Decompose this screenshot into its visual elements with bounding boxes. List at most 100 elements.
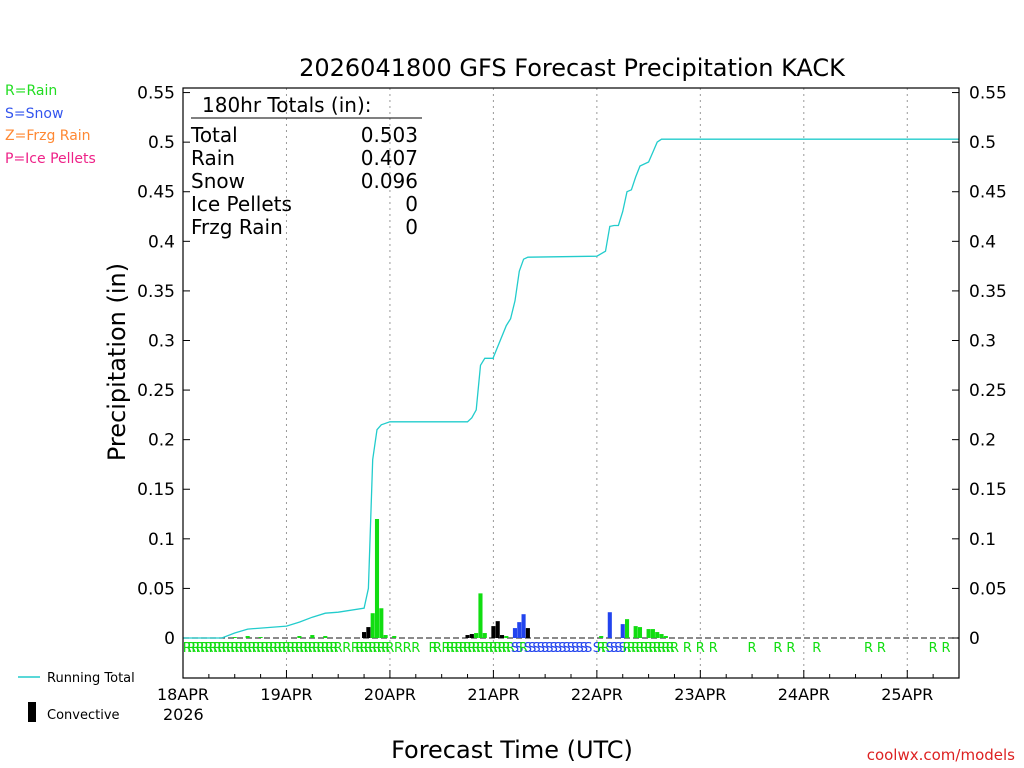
legend-rain: R=Rain — [5, 83, 57, 99]
x-tick-label: 20APR — [364, 685, 416, 704]
precip-bar-rain — [374, 518, 380, 638]
precip-type-marker: R — [364, 641, 373, 656]
y-tick-label-left: 0.55 — [137, 84, 175, 104]
precip-bar-rain — [474, 633, 479, 638]
precip-bar-rain — [624, 619, 630, 638]
precip-type-marker: R — [252, 641, 261, 656]
precip-type-marker: R — [429, 641, 438, 656]
precip-bar-convective — [465, 635, 470, 638]
precip-type-marker: R — [748, 641, 757, 656]
precip-type-marker: R — [235, 641, 244, 656]
totals-rain-value: 0.407 — [361, 146, 418, 170]
precip-type-marker: R — [480, 641, 489, 656]
y-tick-label-left: 0.2 — [148, 431, 175, 451]
precip-type-marker: R — [204, 641, 213, 656]
legend-freezing-rain: Z=Frzg Rain — [5, 128, 91, 144]
precip-type-marker: R — [446, 641, 455, 656]
precip-type-marker: R — [239, 641, 248, 656]
precip-bar-rain — [659, 634, 664, 638]
precip-type-marker: S — [567, 641, 575, 656]
precip-type-marker: S — [511, 641, 519, 656]
precip-type-marker: S — [571, 641, 579, 656]
y-tick-label-left: 0.4 — [148, 232, 175, 252]
precip-type-marker: R — [325, 641, 334, 656]
totals-snow-value: 0.096 — [361, 169, 418, 193]
precip-type-marker: R — [385, 641, 394, 656]
x-axis-ticks: 18APR 19APR 20APR 21APR 22APR 23APR 24APR 25APR — [157, 670, 934, 704]
y-tick-label-right: 0.15 — [969, 480, 1007, 500]
precip-bar-snow — [607, 612, 612, 638]
precip-type-marker: R — [394, 641, 403, 656]
precip-bar-convective — [499, 635, 505, 638]
precip-bar-rain — [370, 613, 375, 638]
y-tick-label-right: 0.45 — [969, 183, 1007, 203]
precip-type-marker: R — [196, 641, 205, 656]
precip-bar-rain — [383, 635, 388, 638]
precip-type-marker: R — [493, 641, 502, 656]
y-tick-label-left: 0.3 — [148, 331, 175, 351]
precip-type-marker: S — [515, 641, 523, 656]
precip-type-marker: R — [657, 641, 666, 656]
precip-bar-convective — [362, 632, 367, 638]
precip-type-marker: R — [877, 641, 886, 656]
precip-type-marker: R — [709, 641, 718, 656]
precip-type-marker: R — [342, 641, 351, 656]
precip-type-marker: R — [485, 641, 494, 656]
precip-type-marker: S — [575, 641, 583, 656]
y-axis-label: Precipitation (in) — [103, 263, 131, 461]
precip-type-marker: R — [273, 641, 282, 656]
totals-title: 180hr Totals (in): — [202, 93, 372, 117]
precip-type-marker: S — [619, 641, 627, 656]
precip-type-marker: R — [368, 641, 377, 656]
totals-rain-label: Rain — [191, 146, 235, 170]
precip-bar-rain — [478, 593, 483, 638]
precip-type-marker: R — [812, 641, 821, 656]
precip-bar-convective — [525, 628, 530, 638]
precip-type-marker: R — [640, 641, 649, 656]
precip-type-marker: R — [489, 641, 498, 656]
precip-type-marker: R — [631, 641, 640, 656]
precip-type-marker: R — [226, 641, 235, 656]
y-tick-label-right: 0.25 — [969, 381, 1007, 401]
precip-bar-rain — [379, 608, 384, 638]
precip-type-marker: R — [441, 641, 450, 656]
x-tick-label: 24APR — [778, 685, 830, 704]
precip-type-marker: R — [191, 641, 200, 656]
totals-total-label: Total — [190, 123, 238, 147]
totals-frzg-rain-value: 0 — [405, 215, 418, 239]
totals-box: 180hr Totals (in): Total 0.503 Rain 0.40… — [190, 93, 422, 239]
precip-type-marker: R — [666, 641, 675, 656]
precip-type-marker: R — [597, 641, 606, 656]
precip-type-marker: S — [563, 641, 571, 656]
x-tick-label: 19APR — [260, 685, 312, 704]
x-tick-label: 23APR — [674, 685, 726, 704]
precip-type-marker: S — [610, 641, 618, 656]
y-tick-label-right: 0.05 — [969, 579, 1007, 599]
precip-type-marker: R — [213, 641, 222, 656]
precip-type-marker: R — [627, 641, 636, 656]
y-tick-label-left: 0.25 — [137, 381, 175, 401]
y-tick-label-left: 0.5 — [148, 133, 175, 153]
credit-text: coolwx.com/models — [867, 746, 1015, 764]
precip-type-marker: S — [541, 641, 549, 656]
totals-total-value: 0.503 — [361, 123, 418, 147]
precip-bar-snow — [620, 624, 625, 638]
x-tick-label: 25APR — [881, 685, 933, 704]
x-tick-label: 21APR — [467, 685, 519, 704]
x-tick-label: 22APR — [571, 685, 623, 704]
precip-type-marker: R — [463, 641, 472, 656]
precip-type-marker: R — [786, 641, 795, 656]
precip-bar-rain — [482, 633, 487, 638]
precip-type-marker: R — [773, 641, 782, 656]
precip-type-marker: S — [532, 641, 540, 656]
precip-type-marker: R — [377, 641, 386, 656]
y-tick-label-right: 0.55 — [969, 84, 1007, 104]
precip-bar-convective — [469, 634, 474, 638]
precip-bar-rain — [310, 635, 315, 638]
precip-type-marker: R — [282, 641, 291, 656]
precip-type-marker: S — [528, 641, 536, 656]
legend-ice-pellets: P=Ice Pellets — [5, 151, 96, 167]
precip-type-marker: R — [476, 641, 485, 656]
precip-type-marker: R — [278, 641, 287, 656]
